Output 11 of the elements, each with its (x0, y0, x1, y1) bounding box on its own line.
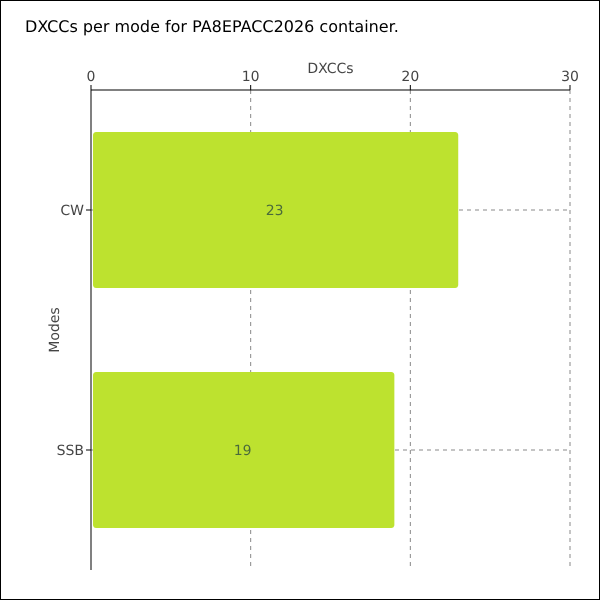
x-tick-label: 10 (242, 69, 260, 85)
x-axis-title: DXCCs (307, 61, 354, 77)
data-label: 23 (266, 202, 284, 219)
x-tick-label: 30 (561, 69, 579, 85)
data-label: 19 (234, 442, 252, 459)
x-tick-label: 20 (401, 69, 420, 85)
x-tick-label: 0 (86, 69, 96, 85)
y-tick-label: SSB (56, 442, 84, 459)
y-axis-title: Modes (47, 307, 63, 353)
chart-title: DXCCs per mode for PA8EPACC2026 container. (25, 17, 399, 36)
y-tick-label: CW (60, 202, 84, 219)
